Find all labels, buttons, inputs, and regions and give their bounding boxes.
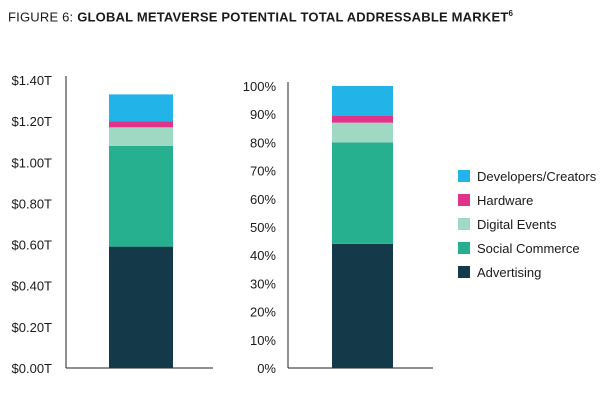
- figure-title-text: GLOBAL METAVERSE POTENTIAL TOTAL ADDRESS…: [77, 9, 509, 25]
- chart-share-tick-label: 80%: [250, 135, 276, 150]
- legend-label-developers-creators: Developers/Creators: [477, 169, 597, 184]
- chart-share-tick-label: 0%: [257, 361, 276, 376]
- chart-share-bar-developers-creators: [332, 86, 393, 116]
- legend-label-hardware: Hardware: [477, 193, 533, 208]
- chart-value-tick-label: $1.40T: [12, 73, 53, 88]
- chart-value-bar-social-commerce: [109, 145, 173, 247]
- chart-share-tick-label: 20%: [250, 305, 276, 320]
- chart-share-bar-hardware: [332, 115, 393, 123]
- chart-share-tick-label: 40%: [250, 248, 276, 263]
- chart-value-tick-label: $0.40T: [12, 279, 53, 294]
- chart-share-tick-label: 10%: [250, 333, 276, 348]
- chart-value-tick-label: $1.00T: [12, 155, 53, 170]
- chart-value-tick-label: $0.80T: [12, 196, 53, 211]
- chart-value-bar-advertising: [109, 246, 173, 368]
- chart-share-bar-digital-events: [332, 122, 393, 143]
- legend-swatch-advertising: [458, 266, 470, 278]
- chart-value-bar-developers-creators: [109, 94, 173, 122]
- legend-swatch-digital-events: [458, 218, 470, 230]
- chart-share-tick-label: 70%: [250, 164, 276, 179]
- chart-value-tick-label: $1.20T: [12, 114, 53, 129]
- legend-label-advertising: Advertising: [477, 265, 541, 280]
- chart-share-tick-label: 60%: [250, 192, 276, 207]
- chart-value-bar-digital-events: [109, 127, 173, 146]
- figure-number: FIGURE 6:: [8, 9, 78, 25]
- footnote-marker: 6: [508, 9, 514, 18]
- chart-share-bar-advertising: [332, 243, 393, 368]
- chart-share-tick-label: 30%: [250, 276, 276, 291]
- legend-swatch-developers-creators: [458, 170, 470, 182]
- chart-value-tick-label: $0.00T: [12, 361, 53, 376]
- chart-share-bar-social-commerce: [332, 142, 393, 244]
- legend-swatch-social-commerce: [458, 242, 470, 254]
- chart-value-tick-label: $0.20T: [12, 320, 53, 335]
- chart-value-bar-hardware: [109, 121, 173, 128]
- legend-swatch-hardware: [458, 194, 470, 206]
- chart-share-tick-label: 100%: [243, 79, 277, 94]
- chart-share-tick-label: 90%: [250, 107, 276, 122]
- legend-label-social-commerce: Social Commerce: [477, 241, 580, 256]
- chart-share-tick-label: 50%: [250, 220, 276, 235]
- figure-title: FIGURE 6: GLOBAL METAVERSE POTENTIAL TOT…: [8, 9, 513, 24]
- legend-label-digital-events: Digital Events: [477, 217, 557, 232]
- chart-value-tick-label: $0.60T: [12, 238, 53, 253]
